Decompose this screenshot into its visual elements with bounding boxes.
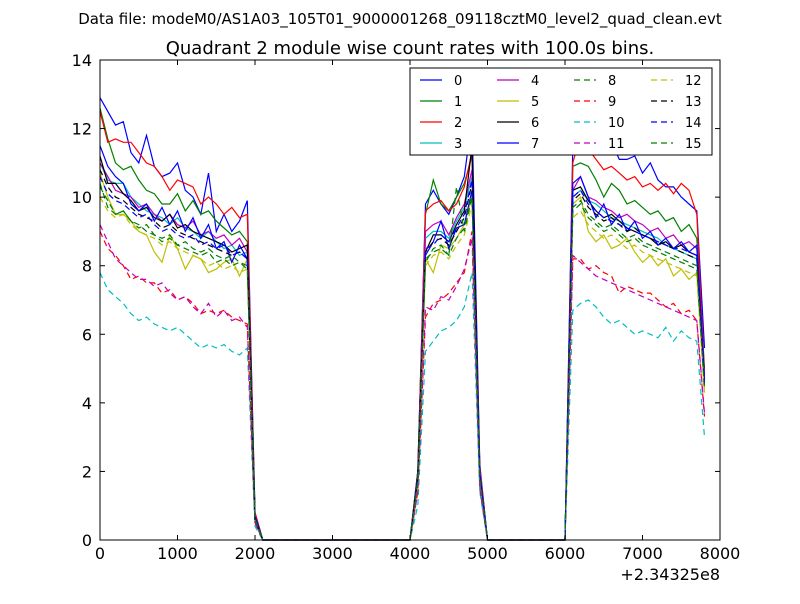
y-tick-label: 4	[82, 394, 92, 413]
axis-ticks: 0 1000 2000 3000 4000 5000 6000 7000 80000246810…	[72, 51, 741, 563]
legend-box	[409, 67, 713, 156]
series-line-11	[99, 224, 706, 541]
x-tick-label: 8000	[700, 544, 741, 563]
legend-label-6: 6	[531, 116, 539, 131]
chart-title: Quadrant 2 module wise count rates with …	[166, 38, 655, 59]
y-tick-label: 2	[82, 462, 92, 481]
y-tick-label: 6	[82, 325, 92, 344]
legend-label-15: 15	[685, 137, 702, 152]
legend-label-0: 0	[454, 74, 462, 89]
x-tick-label: 6000	[545, 544, 586, 563]
x-tick-label: 2000	[235, 544, 276, 563]
x-offset-label: +2.34325e8	[620, 565, 720, 584]
series-line-12	[99, 196, 706, 541]
legend-label-14: 14	[685, 116, 702, 131]
legend-label-11: 11	[608, 137, 625, 152]
series-line-14	[99, 176, 706, 541]
y-tick-label: 14	[72, 51, 92, 70]
x-tick-label: 7000	[622, 544, 663, 563]
legend-label-8: 8	[608, 74, 616, 89]
legend-label-2: 2	[454, 116, 462, 131]
x-tick-label: 3000	[312, 544, 353, 563]
legend-label-4: 4	[531, 74, 539, 89]
y-tick-label: 10	[72, 188, 92, 207]
legend-label-12: 12	[685, 74, 702, 89]
x-tick-label: 5000	[467, 544, 508, 563]
legend-label-9: 9	[608, 95, 616, 110]
legend-label-7: 7	[531, 137, 539, 152]
legend-label-5: 5	[531, 95, 539, 110]
legend-label-13: 13	[685, 95, 702, 110]
x-tick-label: 4000	[390, 544, 431, 563]
legend-label-1: 1	[454, 95, 462, 110]
legend-label-3: 3	[454, 137, 462, 152]
y-tick-label: 12	[72, 120, 92, 139]
y-tick-label: 0	[82, 531, 92, 550]
x-tick-label: 1000	[157, 544, 198, 563]
series-line-13	[99, 169, 706, 541]
x-tick-label: 0	[95, 544, 105, 563]
legend-label-10: 10	[608, 116, 625, 131]
chart-suptitle: Data file: modeM0/AS1A03_105T01_90000012…	[78, 10, 722, 29]
y-tick-label: 8	[82, 257, 92, 276]
